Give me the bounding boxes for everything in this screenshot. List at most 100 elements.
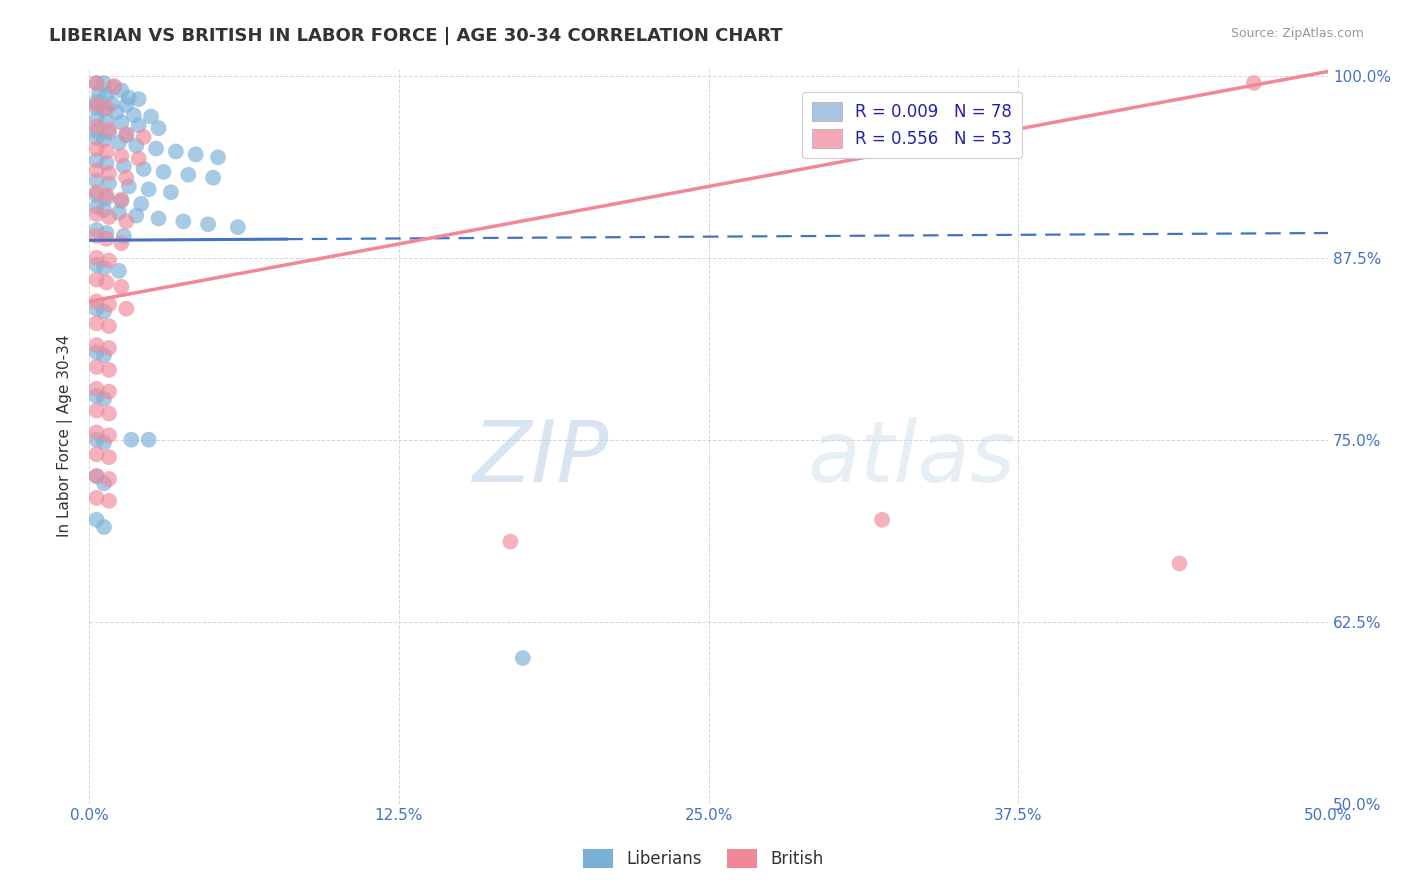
Point — [86, 142, 108, 156]
Point — [160, 186, 183, 200]
Point — [98, 407, 121, 421]
Point — [100, 96, 122, 111]
Point — [86, 345, 108, 359]
Point — [86, 101, 108, 115]
Point — [98, 126, 121, 140]
Point — [98, 177, 121, 191]
Point — [152, 165, 174, 179]
Point — [86, 469, 108, 483]
Point — [96, 145, 118, 159]
Point — [86, 76, 108, 90]
Point — [86, 491, 108, 505]
Point — [98, 450, 121, 465]
Point — [112, 228, 135, 243]
Point — [86, 223, 108, 237]
Legend: R = 0.009   N = 78, R = 0.556   N = 53: R = 0.009 N = 78, R = 0.556 N = 53 — [801, 92, 1022, 159]
Point — [139, 110, 162, 124]
Point — [86, 433, 108, 447]
Point — [86, 301, 108, 316]
Point — [93, 76, 115, 90]
Legend: Liberians, British: Liberians, British — [576, 842, 830, 875]
Point — [110, 280, 132, 294]
Point — [86, 207, 108, 221]
Text: LIBERIAN VS BRITISH IN LABOR FORCE | AGE 30-34 CORRELATION CHART: LIBERIAN VS BRITISH IN LABOR FORCE | AGE… — [49, 27, 783, 45]
Point — [86, 153, 108, 168]
Point — [98, 210, 121, 224]
Point — [96, 191, 118, 205]
Point — [132, 130, 155, 145]
Point — [86, 513, 108, 527]
Point — [96, 232, 118, 246]
Point — [110, 115, 132, 129]
Point — [93, 435, 115, 450]
Point — [93, 476, 115, 491]
Point — [512, 651, 534, 665]
Point — [98, 122, 121, 136]
Point — [86, 186, 108, 200]
Point — [125, 209, 148, 223]
Point — [98, 253, 121, 268]
Point — [86, 95, 108, 109]
Point — [86, 120, 108, 134]
Point — [128, 152, 150, 166]
Point — [122, 108, 145, 122]
Point — [86, 469, 108, 483]
Point — [207, 150, 229, 164]
Point — [105, 105, 128, 120]
Point — [120, 433, 142, 447]
Point — [132, 161, 155, 176]
Point — [98, 493, 121, 508]
Point — [1168, 557, 1191, 571]
Point — [86, 294, 108, 309]
Point — [86, 173, 108, 187]
Point — [96, 87, 118, 102]
Point — [96, 226, 118, 240]
Point — [93, 392, 115, 406]
Point — [86, 403, 108, 417]
Text: atlas: atlas — [808, 417, 1015, 500]
Point — [125, 138, 148, 153]
Point — [115, 127, 138, 141]
Point — [172, 214, 194, 228]
Point — [103, 80, 125, 95]
Point — [110, 194, 132, 208]
Point — [86, 251, 108, 265]
Point — [87, 87, 110, 101]
Point — [98, 341, 121, 355]
Point — [86, 425, 108, 440]
Point — [148, 211, 170, 226]
Point — [138, 433, 160, 447]
Point — [96, 276, 118, 290]
Point — [96, 188, 118, 202]
Point — [86, 447, 108, 461]
Point — [86, 359, 108, 374]
Point — [93, 133, 115, 147]
Point — [165, 145, 187, 159]
Point — [115, 170, 138, 185]
Point — [115, 98, 138, 112]
Point — [103, 78, 125, 93]
Point — [108, 264, 131, 278]
Point — [98, 428, 121, 442]
Point — [96, 101, 118, 115]
Point — [93, 202, 115, 217]
Point — [98, 384, 121, 399]
Point — [110, 149, 132, 163]
Point — [148, 121, 170, 136]
Point — [115, 128, 138, 143]
Point — [93, 103, 115, 117]
Point — [98, 297, 121, 311]
Point — [110, 193, 132, 207]
Point — [93, 304, 115, 318]
Point — [202, 170, 225, 185]
Text: Source: ZipAtlas.com: Source: ZipAtlas.com — [1230, 27, 1364, 40]
Point — [138, 182, 160, 196]
Point — [86, 258, 108, 272]
Text: ZIP: ZIP — [474, 417, 610, 500]
Point — [86, 112, 108, 127]
Point — [118, 90, 141, 104]
Point — [110, 83, 132, 97]
Point — [177, 168, 200, 182]
Point — [499, 534, 522, 549]
Point — [128, 118, 150, 132]
